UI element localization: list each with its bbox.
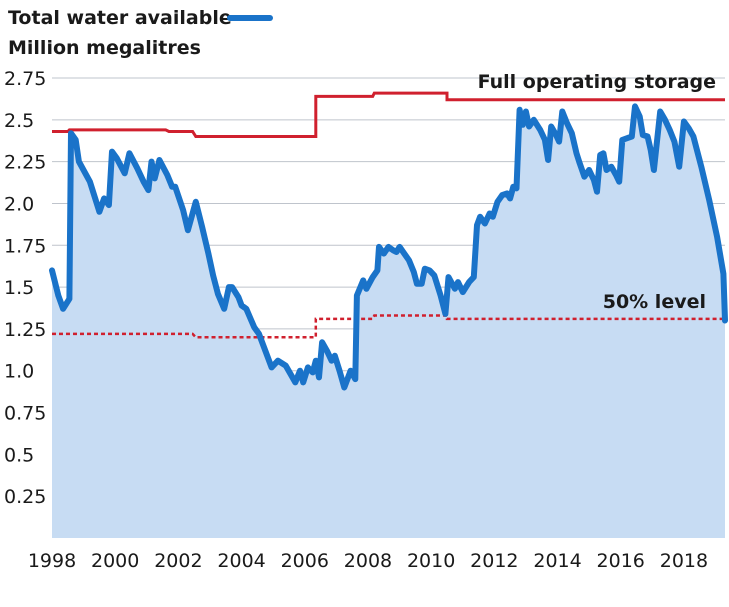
full-operating-storage-line [52, 91, 725, 138]
y-tick-label: 0.75 [4, 403, 46, 425]
x-tick-label: 2000 [91, 550, 139, 572]
y-tick-label: 0.5 [4, 444, 34, 466]
x-tick-label: 1998 [28, 550, 76, 572]
full-operating-label: Full operating storage [478, 71, 716, 93]
y-tick-label: 2.0 [4, 193, 34, 215]
y-tick-label: 1.0 [4, 361, 34, 383]
legend: Total water available Million megalitres [8, 7, 273, 59]
series-area-total-water [52, 106, 725, 539]
x-tick-label: 2004 [217, 550, 265, 572]
y-tick-label: 2.25 [4, 152, 46, 174]
chart-subtitle: Million megalitres [8, 37, 201, 59]
y-tick-label: 2.75 [4, 68, 46, 90]
y-tick-label: 0.25 [4, 486, 46, 508]
x-tick-label: 2008 [344, 550, 392, 572]
x-tick-label: 2010 [407, 550, 455, 572]
y-tick-label: 1.25 [4, 319, 46, 341]
y-tick-labels: 0.25 0.5 0.75 1.0 1.25 1.5 1.75 2.0 2.25 2.5 2.75 [4, 68, 46, 508]
x-tick-label: 2012 [470, 550, 518, 572]
x-tick-labels: 1998 2000 2002 2004 2006 2008 2010 2012 2014 2016… [28, 550, 708, 572]
x-tick-label: 2016 [597, 550, 645, 572]
x-tick-label: 2014 [533, 550, 581, 572]
y-tick-label: 2.5 [4, 110, 34, 132]
y-tick-label: 1.5 [4, 277, 34, 299]
x-tick-label: 2002 [154, 550, 202, 572]
x-tick-label: 2006 [281, 550, 329, 572]
x-tick-label: 2018 [660, 550, 708, 572]
legend-label: Total water available [8, 7, 232, 29]
series-line-total-water [49, 103, 728, 391]
y-tick-label: 1.75 [4, 235, 46, 257]
half-level-label: 50% level [603, 291, 706, 313]
half-level-line [52, 314, 725, 339]
